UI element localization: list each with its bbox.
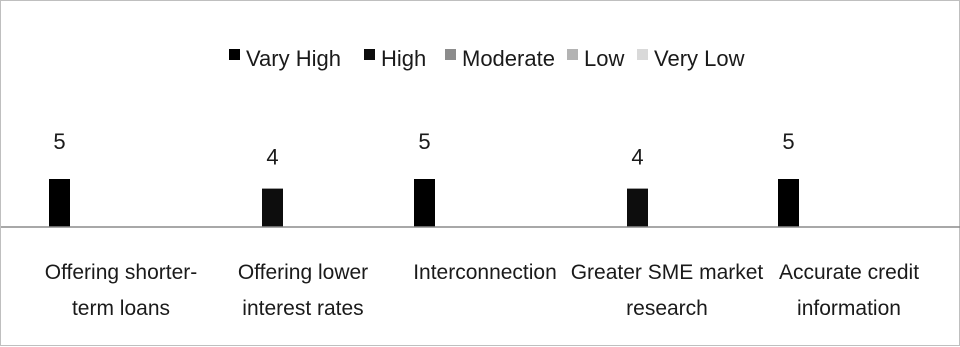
x-tick-labels: Offering shorter-term loans Offering lowe…: [45, 261, 919, 320]
value-label-offering-shorter-term-loans: 5: [53, 129, 65, 154]
legend-item-high: High: [364, 46, 426, 71]
legend-item-low: Low: [567, 46, 624, 71]
x-tick-label-offering-lower-interest-rates: Offering lower interest rates: [238, 261, 368, 320]
legend-swatch-high: [364, 49, 375, 60]
x-tick-label-offering-shorter-term-loans: Offering shorter-term loans: [45, 261, 198, 320]
legend-swatch-very-low: [637, 49, 648, 60]
value-label-interconnection: 5: [418, 129, 430, 154]
value-labels: 5 4 5 4 5: [53, 129, 794, 170]
legend-item-moderate: Moderate: [445, 46, 555, 71]
bar-interconnection-vary-high: [414, 179, 435, 227]
x-tick-label-interconnection: Interconnection: [413, 261, 557, 284]
legend-label-low: Low: [584, 46, 624, 71]
legend-swatch-moderate: [445, 49, 456, 60]
legend-item-very-low: Very Low: [637, 46, 745, 71]
x-tick-label-accurate-credit-information: Accurate credit information: [779, 261, 919, 320]
bars: [49, 179, 799, 227]
legend: Vary High High Moderate Low Very Low: [229, 46, 745, 71]
legend-label-vary-high: Vary High: [246, 46, 341, 71]
bar-offering-shorter-term-loans-vary-high: [49, 179, 70, 227]
value-label-greater-sme-market-research: 4: [631, 145, 643, 170]
legend-label-moderate: Moderate: [462, 46, 555, 71]
bar-accurate-credit-information-vary-high: [778, 179, 799, 227]
legend-label-very-low: Very Low: [654, 46, 745, 71]
legend-swatch-low: [567, 49, 578, 60]
legend-swatch-vary-high: [229, 49, 240, 60]
bar-offering-lower-interest-rates-high: [262, 188, 283, 227]
value-label-offering-lower-interest-rates: 4: [266, 145, 278, 170]
x-tick-label-greater-sme-market-research: Greater SME market research: [571, 261, 764, 320]
value-label-accurate-credit-information: 5: [782, 129, 794, 154]
legend-label-high: High: [381, 46, 426, 71]
bar-greater-sme-market-research-high: [627, 188, 648, 227]
legend-item-vary-high: Vary High: [229, 46, 341, 71]
